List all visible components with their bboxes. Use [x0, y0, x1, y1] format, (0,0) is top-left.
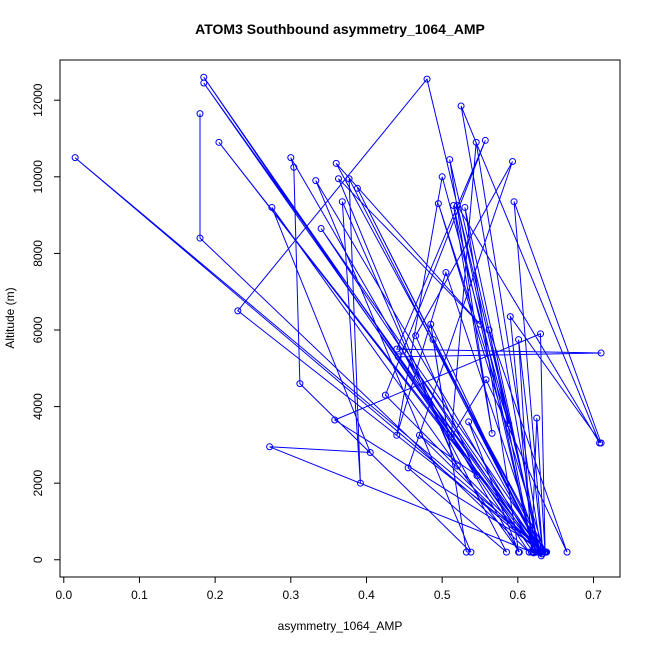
- data-point: [356, 479, 364, 487]
- data-point: [453, 462, 461, 470]
- x-tick-label: 0.7: [585, 588, 602, 602]
- y-tick-label: 12000: [31, 83, 45, 117]
- series-layer: [74, 76, 602, 557]
- data-point: [266, 443, 274, 451]
- data-point: [438, 173, 446, 181]
- y-tick-label: 2000: [31, 470, 45, 497]
- data-point: [429, 336, 437, 344]
- data-point: [331, 416, 339, 424]
- data-point: [515, 548, 523, 556]
- data-point: [502, 548, 510, 556]
- y-axis-label: Altitude (m): [3, 287, 17, 348]
- x-tick-label: 0.4: [358, 588, 375, 602]
- data-point: [394, 353, 402, 361]
- data-point: [215, 138, 223, 146]
- data-point: [290, 163, 298, 171]
- data-point: [423, 75, 431, 83]
- x-tick-label: 0.3: [282, 588, 299, 602]
- data-point: [196, 110, 204, 118]
- data-point: [312, 177, 320, 185]
- data-point: [381, 391, 389, 399]
- data-point: [404, 464, 412, 472]
- data-point: [334, 175, 342, 183]
- data-point: [446, 156, 454, 164]
- data-point: [71, 154, 79, 162]
- data-point: [287, 154, 295, 162]
- chart-title: ATOM3 Southbound asymmetry_1064_AMP: [195, 21, 485, 37]
- data-point: [338, 198, 346, 206]
- data-point: [234, 307, 242, 315]
- data-point: [415, 431, 423, 439]
- x-tick-label: 0.5: [434, 588, 451, 602]
- data-point: [453, 202, 461, 210]
- data-point: [533, 414, 541, 422]
- data-point: [485, 326, 493, 334]
- data-point: [542, 548, 550, 556]
- data-point: [345, 175, 353, 183]
- data-point: [332, 159, 340, 167]
- x-axis-label: asymmetry_1064_AMP: [278, 619, 403, 633]
- y-tick-label: 10000: [31, 160, 45, 194]
- data-point: [597, 349, 605, 357]
- data-point: [510, 198, 518, 206]
- data-point: [515, 336, 523, 344]
- data-point: [467, 548, 475, 556]
- data-point: [527, 548, 535, 556]
- data-point: [317, 225, 325, 233]
- data-point: [447, 433, 455, 441]
- data-point: [563, 548, 571, 556]
- x-tick-label: 0.0: [55, 588, 72, 602]
- data-point: [465, 418, 473, 426]
- data-point: [537, 330, 545, 338]
- data-point: [393, 345, 401, 353]
- y-tick-label: 6000: [31, 316, 45, 343]
- data-point: [457, 102, 465, 110]
- data-point: [296, 380, 304, 388]
- data-point: [482, 376, 490, 384]
- data-point: [525, 548, 533, 556]
- series-line: [74, 76, 602, 557]
- y-axis: 0 2000 4000 6000 8000 10000 12000: [31, 83, 61, 563]
- data-point: [597, 439, 605, 447]
- data-point: [539, 548, 547, 556]
- data-point: [366, 449, 374, 457]
- data-point: [462, 548, 470, 556]
- data-point: [434, 200, 442, 208]
- data-point: [473, 472, 481, 480]
- y-tick-label: 4000: [31, 393, 45, 420]
- data-point: [196, 234, 204, 242]
- data-point: [506, 313, 514, 321]
- data-point: [461, 203, 469, 211]
- data-point: [412, 332, 420, 340]
- data-point: [509, 157, 517, 165]
- plot-frame: [59, 59, 621, 578]
- data-point: [472, 138, 480, 146]
- data-point: [393, 431, 401, 439]
- x-tick-label: 0.1: [131, 588, 148, 602]
- data-point: [505, 420, 513, 428]
- data-point: [481, 136, 489, 144]
- data-point: [399, 347, 407, 355]
- data-point: [450, 202, 458, 210]
- data-point: [200, 79, 208, 87]
- x-tick-label: 0.2: [207, 588, 224, 602]
- data-point: [268, 203, 276, 211]
- data-point: [427, 320, 435, 328]
- y-tick-label: 0: [31, 556, 45, 563]
- points-layer: [71, 73, 605, 560]
- data-point: [488, 429, 496, 437]
- x-tick-label: 0.6: [509, 588, 526, 602]
- data-point: [442, 269, 450, 277]
- x-axis: 0.0 0.1 0.2 0.3 0.4 0.5 0.6 0.7: [55, 576, 602, 602]
- data-point: [353, 184, 361, 192]
- data-point: [476, 320, 484, 328]
- y-tick-label: 8000: [31, 240, 45, 267]
